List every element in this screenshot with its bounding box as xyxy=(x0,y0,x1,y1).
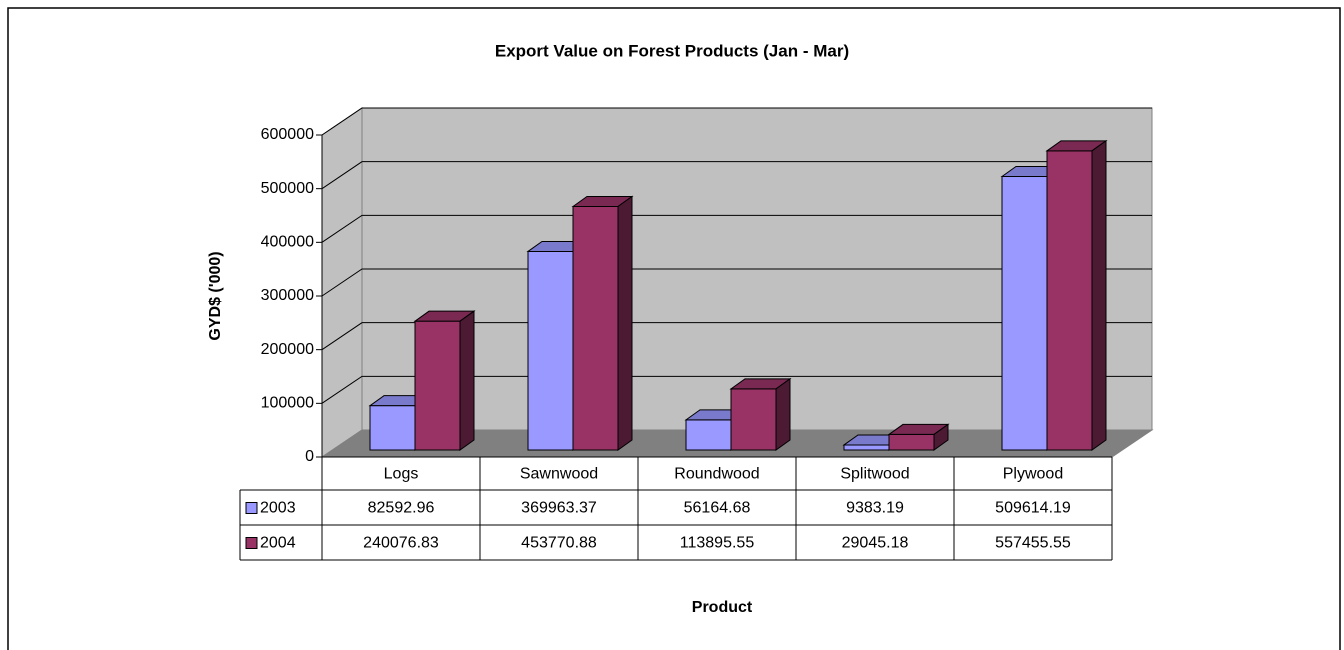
bar xyxy=(1046,150,1093,451)
table-value: 240076.83 xyxy=(363,535,439,552)
bar-side xyxy=(933,423,949,451)
grid-line xyxy=(321,161,1152,190)
table-value: 113895.55 xyxy=(680,535,755,552)
legend-swatch xyxy=(245,502,258,514)
bar xyxy=(369,405,416,451)
bar xyxy=(730,388,777,451)
table-value: 557455.55 xyxy=(995,535,1071,552)
table-value: 56164.68 xyxy=(684,500,751,517)
x-tick-label: Logs xyxy=(384,466,419,483)
x-tick-label: Plywood xyxy=(1003,466,1063,483)
y-tick-label: 0 xyxy=(305,448,314,465)
legend-swatch xyxy=(245,537,258,549)
x-axis-label: Product xyxy=(692,599,753,616)
bar xyxy=(888,433,935,451)
bar-side xyxy=(775,377,791,451)
y-axis-label: GYD$ ('000) xyxy=(207,251,224,340)
y-tick-label: 400000 xyxy=(261,234,314,251)
bar-side xyxy=(459,310,475,451)
grid-line xyxy=(321,268,1152,297)
chart-title: Export Value on Forest Products (Jan - M… xyxy=(495,41,849,60)
table-value: 453770.88 xyxy=(521,535,597,552)
bar-side xyxy=(1091,139,1107,451)
table-value: 509614.19 xyxy=(995,500,1071,517)
x-tick-label: Roundwood xyxy=(674,466,759,483)
bar xyxy=(685,419,732,451)
table-value: 82592.96 xyxy=(368,500,435,517)
table-value: 9383.19 xyxy=(846,500,904,517)
legend-label: 2004 xyxy=(260,535,296,552)
table-value: 29045.18 xyxy=(842,535,909,552)
table-value: 369963.37 xyxy=(521,500,597,517)
y-tick-label: 500000 xyxy=(261,180,314,197)
bar xyxy=(843,444,890,451)
y-tick-label: 100000 xyxy=(261,395,314,412)
x-tick-label: Sawnwood xyxy=(520,466,598,483)
bar xyxy=(1001,176,1048,451)
bar xyxy=(527,250,574,451)
grid-line xyxy=(321,107,1152,136)
bar xyxy=(572,205,619,451)
bar-side xyxy=(617,195,633,451)
y-tick-label: 300000 xyxy=(261,287,314,304)
grid-line xyxy=(321,375,1152,404)
x-tick-label: Splitwood xyxy=(840,466,909,483)
grid-line xyxy=(321,214,1152,243)
grid-line xyxy=(321,322,1152,351)
y-tick-label: 200000 xyxy=(261,341,314,358)
y-tick-label: 600000 xyxy=(261,126,314,143)
bar xyxy=(414,320,461,451)
legend-label: 2003 xyxy=(260,500,296,517)
